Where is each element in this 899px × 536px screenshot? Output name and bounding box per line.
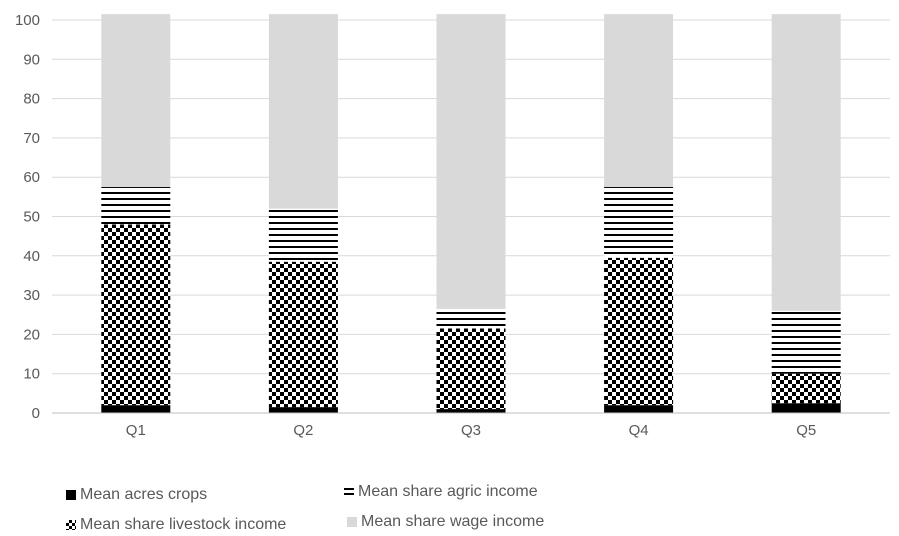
y-tick-label-70: 70: [23, 130, 40, 147]
axes: 0 10 20 30 40 50 60 70 80 90 100 Q1 Q2 Q3 Q4 Q5: [15, 12, 890, 439]
bar-q5-series-2: [771, 310, 841, 374]
bar-q4-series-1: [604, 257, 674, 406]
bar-q5-series-1: [771, 373, 841, 404]
bar-q3-series-1: [436, 328, 506, 410]
bar-q4-series-3: [604, 14, 674, 188]
legend-label-agric-income: Mean share agric income: [358, 483, 538, 500]
x-tick-label-q5: Q5: [796, 422, 816, 439]
x-tick-label-q4: Q4: [629, 422, 649, 439]
bar-q4-series-0: [604, 405, 674, 413]
x-tick-label-q1: Q1: [126, 422, 146, 439]
bar-q1-series-2: [101, 187, 171, 225]
legend-swatch-solid-lightgray: [347, 517, 357, 527]
y-tick-label-60: 60: [23, 169, 40, 186]
bar-q2-series-3: [268, 14, 338, 209]
bar-q1-series-3: [101, 14, 171, 188]
bar-q5-series-3: [771, 14, 841, 311]
legend-label-wage-income: Mean share wage income: [361, 513, 545, 530]
legend-item-agric-income: Mean share agric income: [344, 483, 538, 501]
y-tick-label-20: 20: [23, 326, 40, 343]
y-tick-label-10: 10: [23, 366, 40, 383]
bar-q1-series-0: [101, 405, 171, 413]
y-tick-label-90: 90: [23, 51, 40, 68]
legend-swatch-solid-black: [66, 490, 76, 500]
legend-item-acres-crops: Mean acres crops: [66, 486, 207, 504]
bars: [101, 14, 841, 413]
y-tick-label-40: 40: [23, 248, 40, 265]
y-tick-label-50: 50: [23, 209, 40, 226]
x-tick-label-q3: Q3: [461, 422, 481, 439]
legend-item-wage-income: Mean share wage income: [347, 513, 544, 531]
y-tick-label-80: 80: [23, 91, 40, 108]
bar-q2-series-1: [268, 261, 338, 408]
bar-q1-series-1: [101, 224, 171, 406]
bar-q4-series-2: [604, 187, 674, 258]
legend-swatch-horizontal-lines: [344, 487, 354, 497]
legend-label-livestock-income: Mean share livestock income: [80, 516, 287, 533]
bar-q3-series-3: [436, 14, 506, 309]
bar-q2-series-2: [268, 208, 338, 262]
y-tick-label-30: 30: [23, 287, 40, 304]
bar-q5-series-0: [771, 403, 841, 413]
bar-q2-series-0: [268, 407, 338, 413]
legend-item-livestock-income: Mean share livestock income: [66, 516, 286, 534]
bar-q3-series-2: [436, 308, 506, 329]
legend-swatch-checkerboard: [66, 520, 76, 530]
bar-q3-series-0: [436, 409, 506, 413]
x-tick-label-q2: Q2: [293, 422, 313, 439]
y-tick-label-0: 0: [32, 405, 40, 422]
legend-label-acres-crops: Mean acres crops: [80, 486, 208, 503]
y-tick-label-100: 100: [15, 12, 40, 29]
